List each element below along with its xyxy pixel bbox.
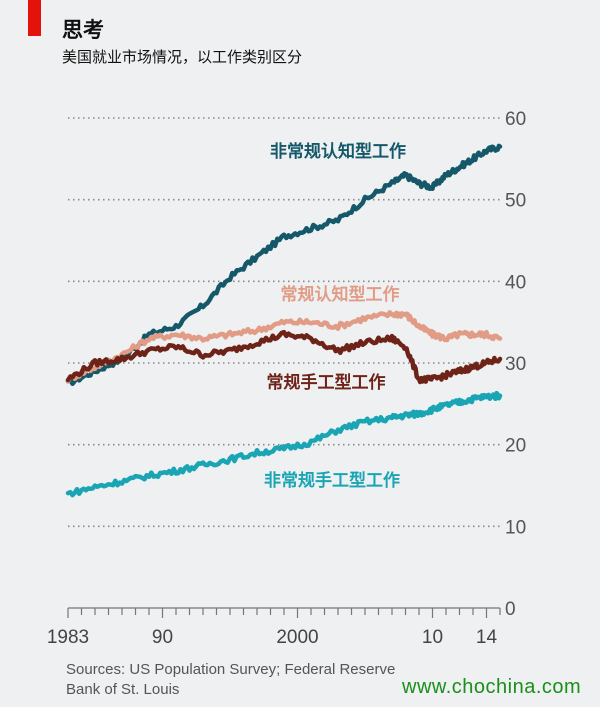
series-line: [65, 143, 503, 387]
series-label: 非常规认知型工作: [270, 141, 406, 162]
x-tick-label: 10: [422, 627, 443, 648]
chart-subtitle: 美国就业市场情况，以工作类别区分: [62, 48, 303, 66]
x-tick-label: 2000: [276, 627, 318, 648]
y-tick-label: 10: [505, 517, 526, 538]
y-tick-label: 50: [505, 191, 526, 212]
series-label: 常规认知型工作: [281, 284, 400, 305]
watermark: www.chochina.com: [402, 676, 582, 698]
x-tick-label: 1983: [47, 627, 89, 648]
series-label: 常规手工型工作: [267, 372, 386, 393]
source-line-2: Bank of St. Louis: [66, 681, 180, 698]
series-line: [65, 329, 503, 385]
y-tick-label: 30: [505, 354, 526, 375]
series-line: [65, 390, 503, 498]
y-tick-label: 0: [505, 599, 516, 620]
source-note: Sources: US Population Survey; Federal R…: [66, 660, 395, 700]
x-tick-label: 90: [152, 627, 173, 648]
source-line-1: Sources: US Population Survey; Federal R…: [66, 661, 396, 678]
series-label: 非常规手工型工作: [264, 470, 400, 491]
y-tick-label: 60: [505, 109, 526, 130]
chart-title: 思考: [62, 18, 104, 42]
series-line: [65, 310, 503, 384]
y-tick-label: 20: [505, 436, 526, 457]
x-tick-label: 14: [476, 627, 498, 648]
y-tick-label: 40: [505, 272, 526, 293]
brand-accent-bar: [28, 0, 41, 36]
